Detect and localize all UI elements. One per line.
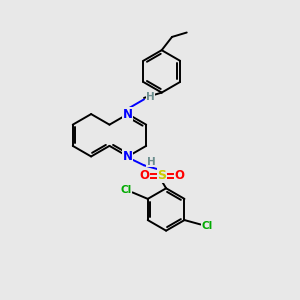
- Text: N: N: [123, 150, 133, 163]
- Text: O: O: [174, 169, 184, 182]
- Text: Cl: Cl: [202, 221, 213, 231]
- Text: O: O: [139, 169, 149, 182]
- Text: N: N: [123, 108, 133, 121]
- Text: Cl: Cl: [120, 185, 132, 195]
- Text: H: H: [146, 92, 155, 102]
- Text: H: H: [147, 157, 156, 167]
- Text: S: S: [157, 169, 166, 182]
